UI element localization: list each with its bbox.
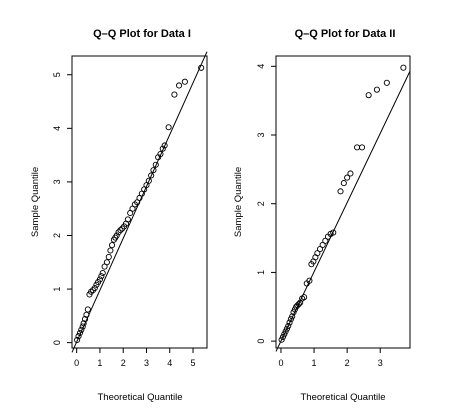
chart-1: Q–Q Plot for Data I Theoretical Quantile… bbox=[30, 28, 208, 403]
chart-2-xtick-label: 3 bbox=[378, 358, 383, 368]
chart-1-axes: 0 1 2 3 4 5 0 1 2 3 4 5 bbox=[52, 72, 196, 368]
chart-1-point bbox=[83, 311, 90, 318]
chart-2-axes: 0 1 2 3 0 1 2 3 4 bbox=[256, 64, 383, 368]
chart-1-point bbox=[96, 276, 103, 283]
chart-1-point bbox=[99, 269, 106, 277]
chart-1-point bbox=[117, 227, 124, 234]
chart-2-point bbox=[344, 174, 351, 181]
chart-1-point bbox=[165, 124, 172, 131]
chart-1-ytick-label: 4 bbox=[52, 126, 62, 131]
chart-2-point bbox=[319, 241, 326, 248]
chart-1-point bbox=[176, 82, 183, 89]
chart-2-point bbox=[383, 79, 390, 86]
chart-1-point bbox=[79, 323, 86, 330]
chart-2-ytick-label: 3 bbox=[256, 133, 266, 138]
chart-1-ytick-label: 1 bbox=[52, 287, 62, 292]
chart-1-point bbox=[76, 329, 83, 337]
chart-2-ylabel: Sample Quantile bbox=[233, 167, 244, 237]
chart-1-title: Q–Q Plot for Data I bbox=[93, 28, 191, 40]
chart-2-point bbox=[314, 250, 321, 257]
chart-2-xtick-label: 1 bbox=[312, 358, 317, 368]
chart-1-xtick-label: 3 bbox=[144, 358, 149, 368]
chart-2-point bbox=[340, 180, 347, 187]
chart-1-point bbox=[159, 145, 166, 152]
chart-1-point bbox=[181, 78, 188, 85]
chart-2-point bbox=[354, 144, 361, 151]
chart-2-xtick-label: 0 bbox=[278, 358, 283, 368]
chart-1-point bbox=[91, 284, 98, 292]
chart-2-points bbox=[275, 64, 411, 352]
chart-2-point bbox=[400, 64, 407, 71]
chart-1-points bbox=[71, 51, 208, 353]
chart-2-point bbox=[337, 188, 344, 195]
chart-2-point bbox=[295, 300, 302, 308]
chart-1-point bbox=[152, 161, 159, 168]
chart-2-point bbox=[316, 246, 324, 253]
chart-2-point bbox=[330, 229, 337, 236]
chart-2-title: Q–Q Plot for Data II bbox=[295, 28, 396, 40]
chart-2-point bbox=[286, 319, 293, 326]
chart-1-point bbox=[161, 142, 168, 149]
chart-2-point bbox=[365, 92, 372, 99]
chart-1-point bbox=[81, 316, 89, 323]
chart-1-xtick-label: 2 bbox=[121, 358, 126, 368]
chart-1-point bbox=[171, 91, 178, 98]
chart-2-point bbox=[347, 170, 354, 177]
chart-1-point bbox=[74, 336, 81, 344]
chart-1-xtick-label: 1 bbox=[97, 358, 102, 368]
chart-1-ytick-label: 5 bbox=[52, 72, 62, 77]
chart-2-point bbox=[289, 313, 296, 320]
chart-1-ytick-label: 3 bbox=[52, 179, 62, 184]
chart-1-point bbox=[75, 333, 82, 340]
chart-1-point bbox=[150, 167, 157, 174]
chart-1-point bbox=[148, 172, 155, 179]
chart-1-point bbox=[145, 177, 152, 184]
chart-2-ytick-label: 1 bbox=[256, 270, 266, 275]
chart-2-point bbox=[373, 86, 380, 93]
chart-1-point bbox=[198, 64, 205, 71]
chart-1-point bbox=[103, 259, 110, 266]
chart-2-ytick-label: 0 bbox=[256, 339, 266, 344]
chart-1-point bbox=[88, 288, 95, 295]
chart-1-point bbox=[78, 326, 85, 333]
chart-1-ytick-label: 0 bbox=[52, 340, 62, 345]
chart-1-point bbox=[98, 273, 105, 280]
chart-2-point bbox=[322, 237, 329, 244]
chart-1-point bbox=[84, 306, 91, 313]
chart-2-ytick-label: 2 bbox=[256, 201, 266, 206]
chart-2-point bbox=[306, 277, 313, 284]
chart-1-xtick-label: 4 bbox=[167, 358, 172, 368]
chart-2-xlabel: Theoretical Quantile bbox=[300, 392, 385, 403]
chart-1-point bbox=[113, 232, 120, 239]
chart-1-point bbox=[108, 242, 116, 249]
chart-1-ytick-label: 2 bbox=[52, 233, 62, 238]
chart-2-plot-box bbox=[275, 55, 411, 349]
chart-1-plot-box bbox=[71, 55, 208, 349]
chart-1-xtick-label: 0 bbox=[74, 358, 79, 368]
chart-2-xtick-label: 2 bbox=[345, 358, 350, 368]
chart-1-point bbox=[80, 320, 87, 327]
chart-1-point bbox=[107, 247, 114, 254]
chart-2-point bbox=[301, 294, 308, 301]
chart-2-point bbox=[358, 144, 366, 151]
chart-2-point bbox=[285, 322, 292, 330]
chart-1-point bbox=[124, 216, 131, 223]
chart-2: Q–Q Plot for Data II Theoretical Quantil… bbox=[233, 28, 411, 403]
chart-1-xlabel: Theoretical Quantile bbox=[97, 392, 182, 403]
chart-2-ytick-label: 4 bbox=[256, 64, 266, 69]
chart-1-ylabel: Sample Quantile bbox=[30, 167, 41, 237]
chart-1-xtick-label: 5 bbox=[191, 358, 196, 368]
chart-1-point bbox=[157, 150, 164, 158]
chart-1-point bbox=[105, 253, 112, 260]
